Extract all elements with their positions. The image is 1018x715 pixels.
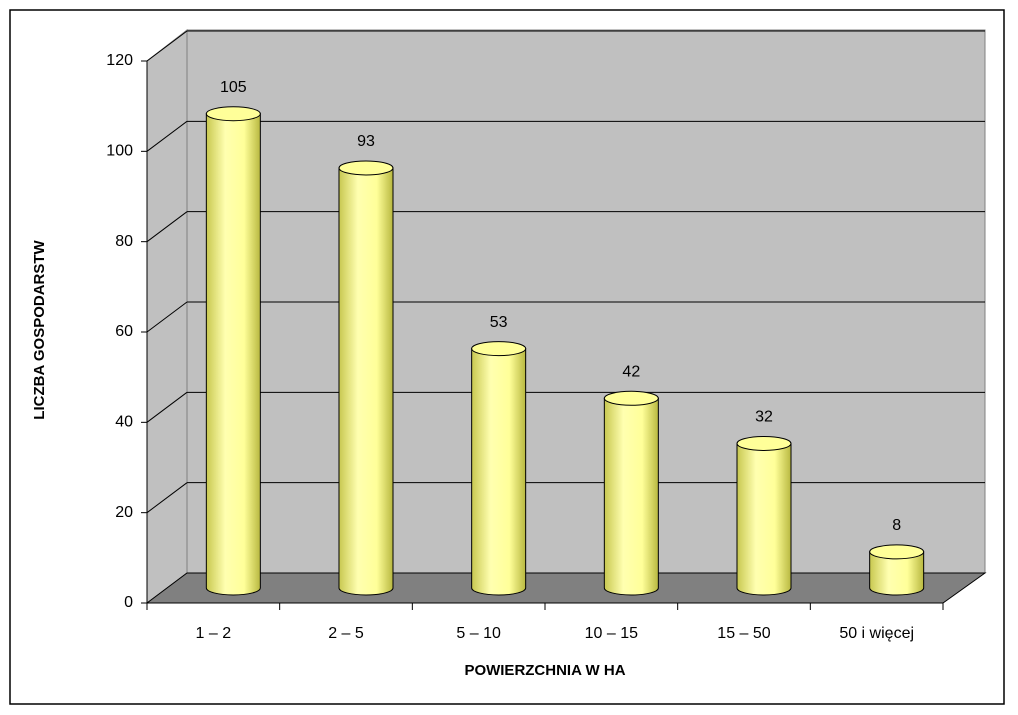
grid-line (146, 211, 188, 243)
bar-body (869, 551, 925, 596)
bar-top (338, 160, 394, 176)
bar-top (869, 544, 925, 560)
bar (869, 544, 925, 596)
grid-line (146, 30, 188, 62)
x-tick-label: 1 – 2 (196, 625, 232, 642)
y-tick-label: 0 (124, 594, 133, 611)
y-tick-label: 100 (106, 143, 133, 160)
y-tick-label: 120 (106, 52, 133, 69)
y-tick-label: 20 (115, 504, 133, 521)
value-label: 105 (220, 79, 247, 96)
bar-body (471, 348, 527, 596)
bar-top (471, 341, 527, 357)
value-label: 32 (755, 409, 773, 426)
bar-body (736, 442, 792, 596)
grid-line (146, 301, 188, 333)
bar (471, 341, 527, 596)
x-tick-label: 10 – 15 (585, 625, 638, 642)
grid-line (146, 120, 188, 152)
y-axis-title: LICZBA GOSPODARSTW (31, 239, 48, 419)
bar-top (205, 106, 261, 122)
x-tick-label: 2 – 5 (328, 625, 364, 642)
value-label: 8 (892, 517, 901, 534)
bar-body (205, 113, 261, 596)
bar-body (603, 397, 659, 596)
value-label: 93 (357, 133, 375, 150)
y-tick-label: 60 (115, 323, 133, 340)
y-tick-label: 40 (115, 414, 133, 431)
bar (603, 390, 659, 596)
grid-line (146, 391, 188, 423)
x-tick-label: 15 – 50 (717, 625, 770, 642)
bar (338, 160, 394, 596)
x-tick-label: 5 – 10 (456, 625, 501, 642)
bar-top (736, 435, 792, 451)
bar-top (603, 390, 659, 406)
bar (205, 106, 261, 596)
bar-body (338, 167, 394, 596)
bar (736, 435, 792, 596)
x-tick-label: 50 i więcej (839, 625, 914, 642)
y-tick-label: 80 (115, 233, 133, 250)
grid-line (146, 482, 188, 514)
floor (145, 572, 987, 604)
x-axis-title: POWIERZCHNIA W HA (464, 662, 625, 679)
value-label: 53 (490, 314, 508, 331)
value-label: 42 (622, 364, 640, 381)
